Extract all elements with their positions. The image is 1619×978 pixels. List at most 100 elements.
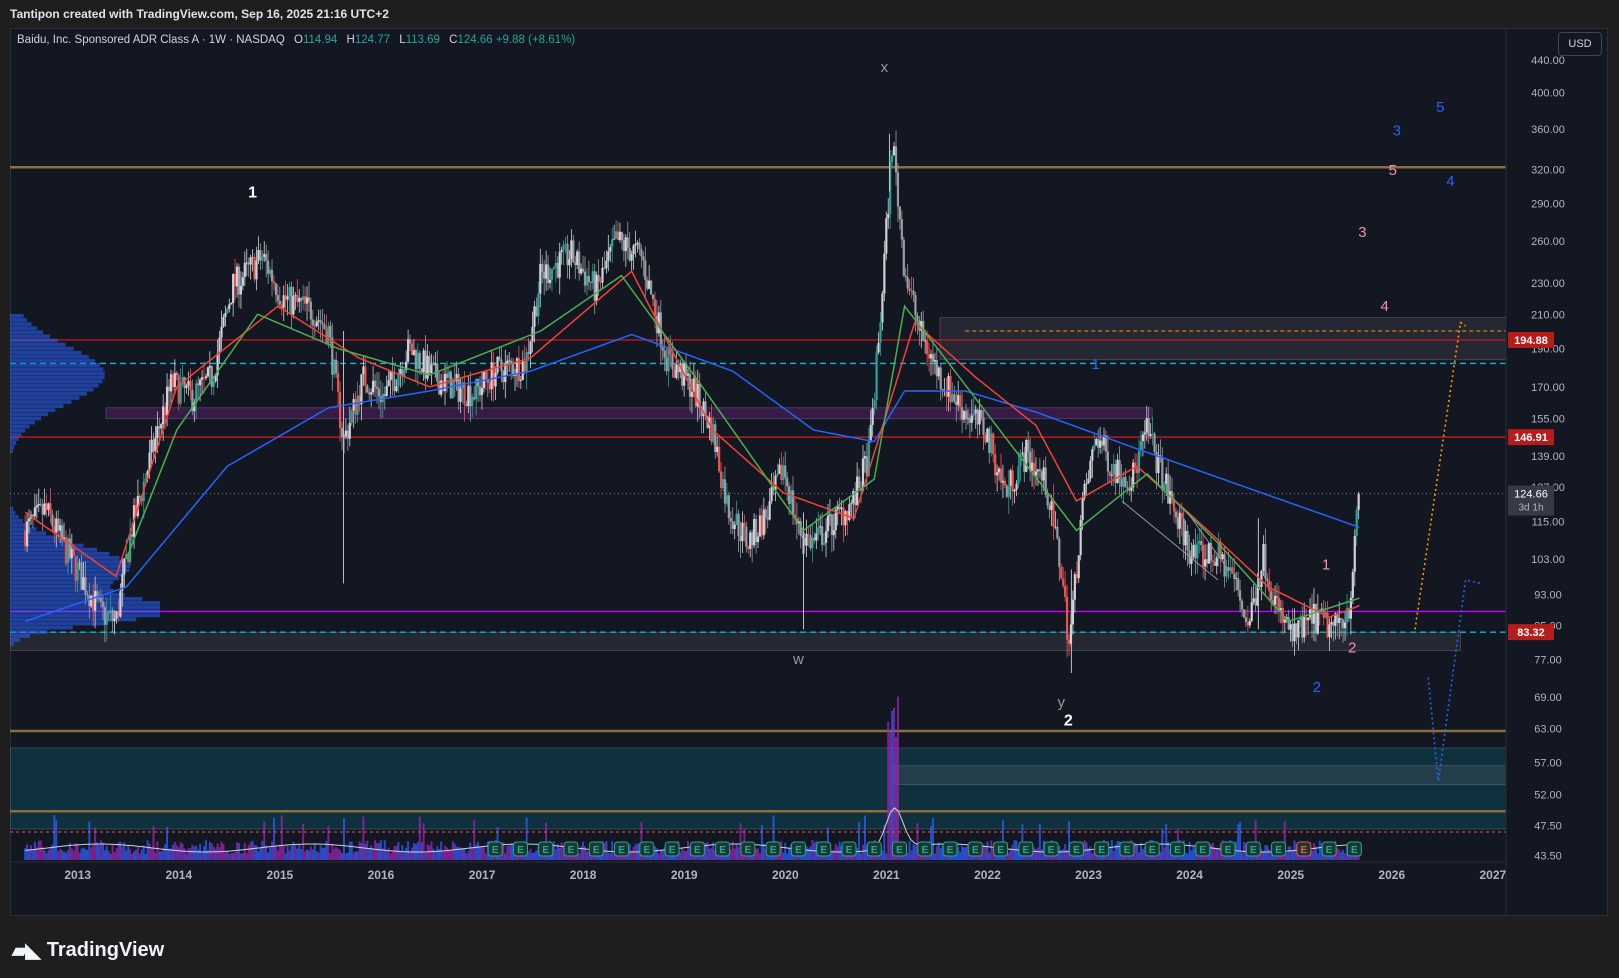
candle-body [146,471,149,479]
candle-body [935,360,938,377]
volume-bar [1239,821,1242,860]
candle-body [385,386,388,397]
volume-bar [784,842,787,860]
candle-body [216,353,219,376]
candle-body [1135,468,1139,474]
tradingview-logo[interactable]: ▰◣ TradingView [12,938,164,963]
price-label-badge [1508,624,1554,641]
volume-bar [35,847,38,860]
volume-bar [164,844,167,860]
candle-body [1248,621,1251,626]
volume-bar [1136,845,1139,860]
candle-body [912,290,915,295]
candle-body [1079,520,1082,556]
volume-profile-bar [10,322,32,326]
price-tick-label: 93.00 [1534,589,1562,601]
year-tick-label: 2017 [469,868,496,882]
volume-bar [587,851,590,860]
candle-body [1196,543,1199,559]
price-tick-label: 170.00 [1531,382,1565,394]
volume-profile-bar [10,420,35,425]
volume-bar [1114,844,1117,860]
candle-body [183,377,186,389]
volume-bar [376,842,379,860]
volume-bar [861,844,864,860]
candles-layer [24,130,1360,673]
year-tick-label: 2013 [64,868,91,882]
volume-profile-bar [10,404,64,408]
candle-body [1221,554,1224,560]
candle-body [1034,471,1038,476]
candle-body [894,146,898,173]
candle-body [1219,542,1222,560]
volume-bar [278,845,281,860]
candle-body [945,390,948,397]
earnings-marker-label: E [517,845,524,856]
volume-profile-bar [10,412,48,417]
candle-body [661,347,664,351]
volume-bar [735,844,738,860]
candle-body [669,346,672,355]
candle-body [857,476,861,489]
candle-body [26,521,29,547]
candle-body [873,400,876,408]
volume-profile-bar [10,326,37,331]
volume-bar [1237,824,1240,860]
candle-body [506,360,509,364]
candle-body [1351,571,1354,598]
volume-bar [1194,848,1197,860]
candle-body [428,355,431,373]
candle-body [797,521,800,524]
candle-body [842,507,845,526]
volume-bar [447,849,450,860]
volume-bar [1116,840,1119,860]
volume-bar [887,721,890,860]
candle-body [1064,585,1067,597]
volume-bar [1270,852,1273,860]
candle-body [422,350,425,372]
candle-body [751,532,754,546]
earnings-marker-icon [1296,841,1312,857]
candle-body [931,354,935,362]
candle-body [395,386,398,392]
volume-bar [101,842,104,860]
candle-body [181,377,184,384]
volume-bar [154,852,157,860]
candle-body [1097,439,1100,448]
volume-bar [1036,847,1039,860]
volume-profile-bar [10,588,114,593]
candle-body [496,356,499,373]
candle-body [218,337,221,354]
volume-bar [1285,852,1288,860]
candle-body [616,231,620,241]
volume-bar [138,853,141,860]
price-chart[interactable]: 1 x w y 2 1 2 2 1 3 4 5 3 4 5 E E E E E E E E E E E E E E E E E E E E E E E E… [10,28,1608,916]
volume-bar [156,841,159,860]
candle-body [692,378,695,392]
candle-body [852,491,855,504]
candle-body [558,251,561,278]
candle-body [822,542,826,545]
volume-bar [451,841,454,860]
low-value: 113.69 [405,34,440,46]
candle-body [603,267,606,269]
header-caption: Tantipon created with TradingView.com, S… [10,7,389,21]
wave-label-12: 3 [1393,123,1401,140]
candle-body [1345,608,1349,623]
volume-bar [963,847,966,860]
volume-bar [933,853,936,860]
volume-bar [403,851,406,860]
volume-bar [237,843,240,860]
candle-body [1139,441,1143,451]
volume-bar [66,849,69,860]
earnings-marker-label: E [492,845,499,856]
volume-bar [272,817,275,860]
volume-bar [317,852,320,860]
candle-body [1019,453,1022,467]
candle-body [138,495,141,498]
currency-button[interactable]: USD [1558,32,1602,56]
earnings-marker-icon [689,841,705,857]
candle-body [871,407,874,425]
candle-body [1250,602,1253,622]
volume-profile-bar [10,359,95,363]
